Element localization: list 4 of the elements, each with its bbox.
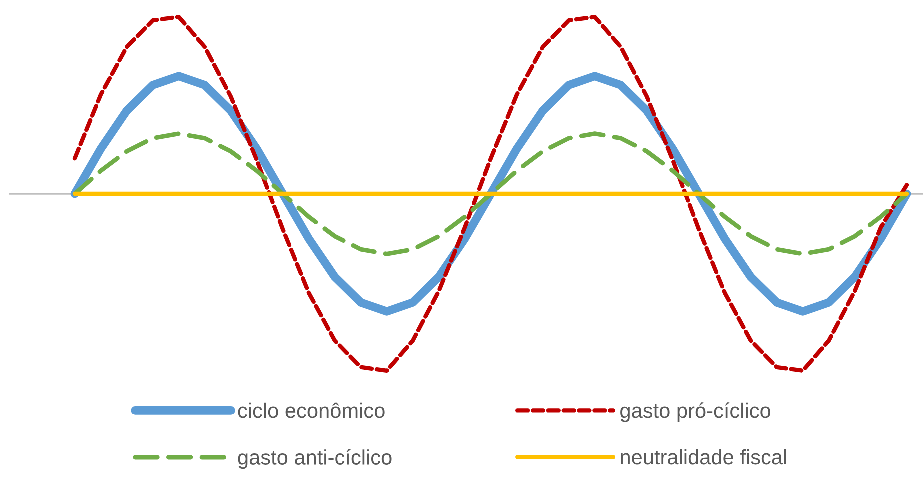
legend-label: ciclo econômico <box>238 402 385 418</box>
legend-label: neutralidade fiscal <box>621 449 786 465</box>
legend-label: gasto pró-cíclico <box>620 402 771 422</box>
legend-label: gasto anti-cíclico <box>238 449 392 470</box>
